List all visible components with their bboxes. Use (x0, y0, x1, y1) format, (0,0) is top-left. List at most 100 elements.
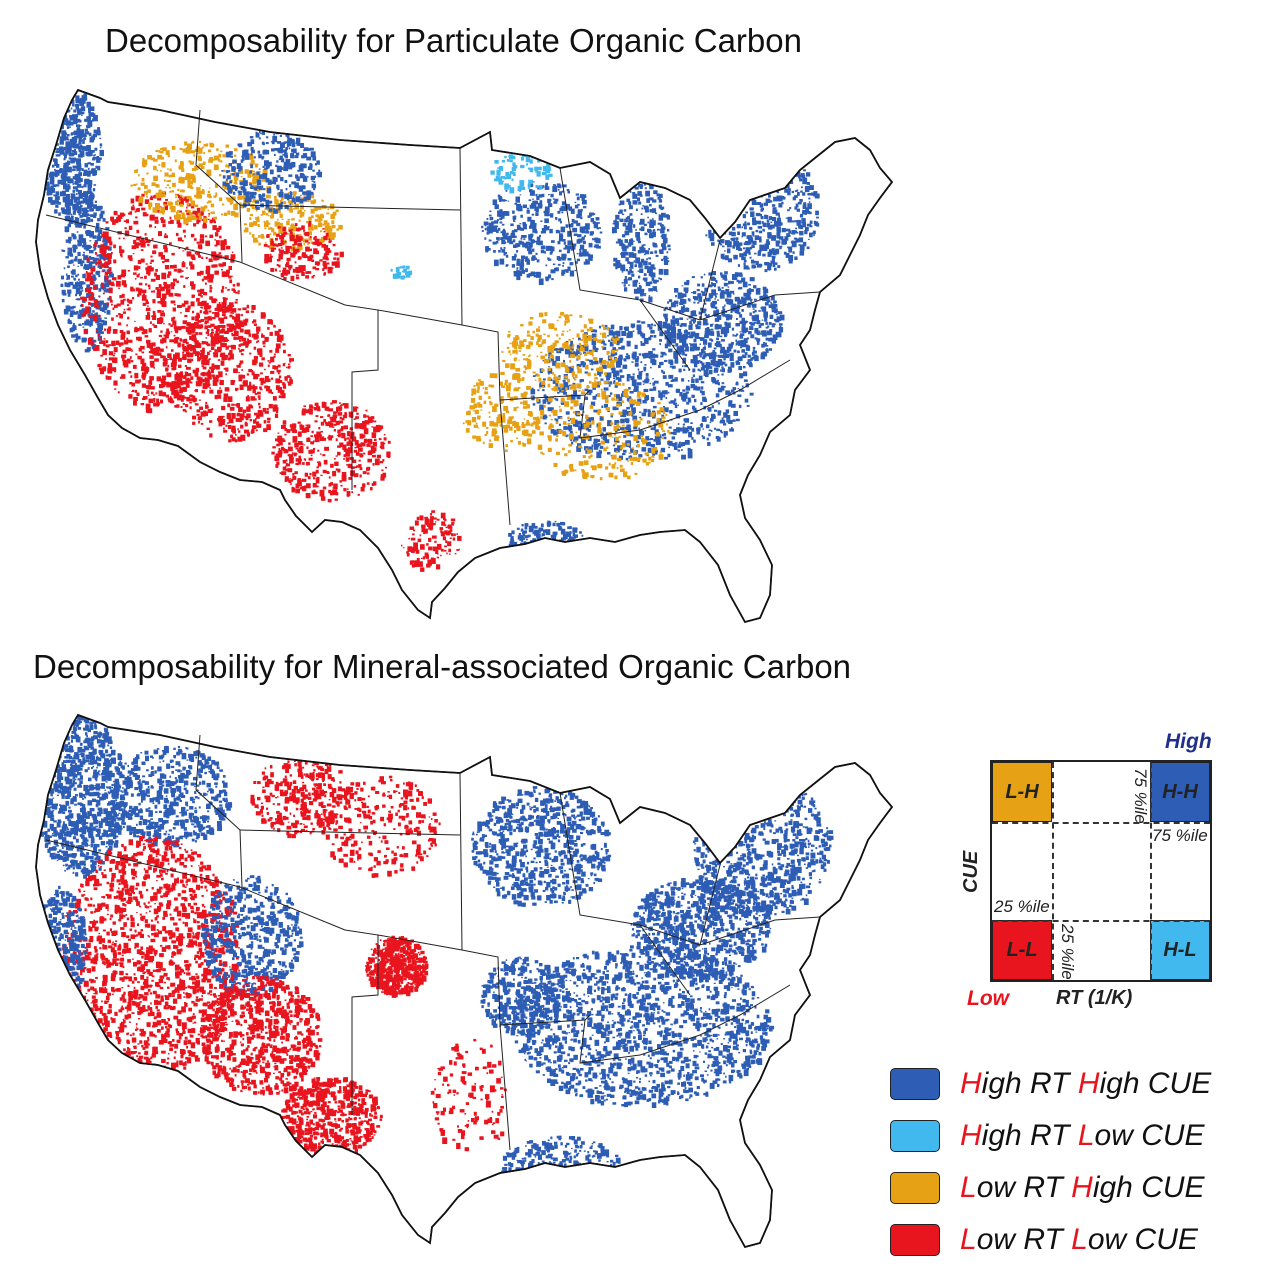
map-pixel (130, 348, 133, 351)
map-pixel (86, 124, 91, 129)
map-pixel (65, 256, 69, 259)
map-pixel (109, 328, 112, 332)
map-pixel (172, 307, 176, 312)
map-pixel (200, 211, 204, 216)
map-pixel (289, 457, 294, 464)
map-pixel (507, 237, 510, 240)
map-pixel (249, 381, 252, 385)
map-pixel (65, 163, 69, 167)
map-pixel (264, 258, 269, 264)
map-pixel (240, 175, 243, 178)
map-pixel (88, 261, 93, 266)
map-pixel (659, 222, 662, 225)
map-pixel (51, 121, 56, 126)
map-pixel (201, 256, 204, 259)
map-pixel (730, 176, 735, 180)
map-pixel (59, 110, 63, 115)
map-pixel (630, 264, 634, 269)
map-pixel (224, 273, 230, 277)
map-pixel (100, 210, 105, 215)
map-pixel (295, 141, 298, 145)
map-pixel (89, 318, 95, 322)
map-pixel (89, 280, 93, 285)
map-pixel (323, 245, 329, 251)
map-pixel (194, 342, 198, 345)
map-pixel (249, 183, 252, 186)
map-pixel (163, 235, 168, 239)
map-pixel (314, 238, 320, 245)
map-pixel (253, 176, 256, 179)
map-pixel (225, 245, 231, 250)
map-pixel (527, 216, 532, 222)
map-pixel (218, 197, 223, 202)
map-pixel (94, 147, 98, 151)
map-pixel (102, 302, 108, 307)
map-pixel (105, 375, 108, 378)
map-pixel (199, 185, 202, 187)
map-pixel (488, 214, 492, 217)
map-pixel (225, 165, 229, 168)
map-pixel (297, 229, 300, 232)
map-pixel (637, 191, 642, 196)
map-pixel (85, 271, 88, 274)
map-pixel (147, 394, 150, 396)
map-pixel (198, 382, 202, 387)
map-pixel (162, 193, 166, 198)
map-pixel (313, 175, 317, 178)
map-pixel (201, 218, 204, 221)
map-pixel (284, 241, 287, 243)
map-pixel (72, 81, 76, 84)
map-pixel (72, 323, 75, 326)
map-pixel (131, 391, 133, 393)
map-pixel (167, 271, 172, 276)
map-pixel (278, 441, 281, 444)
map-pixel (53, 194, 56, 197)
map-pixel (797, 201, 802, 205)
map-pixel (718, 204, 721, 206)
map-pixel (356, 412, 359, 415)
map-pixel (62, 197, 66, 201)
map-pixel (103, 231, 109, 238)
map-pixel (257, 329, 259, 331)
map-pixel (755, 153, 759, 157)
map-pixel (249, 182, 253, 185)
map-pixel (796, 189, 799, 192)
map-pixel (775, 248, 780, 255)
map-pixel (157, 154, 163, 160)
map-pixel (329, 240, 332, 243)
map-pixel (525, 244, 529, 249)
map-pixel (764, 159, 769, 165)
map-pixel (81, 146, 87, 151)
map-pixel (75, 222, 80, 228)
map-pixel (744, 240, 750, 246)
map-pixel (76, 183, 82, 188)
map-pixel (150, 259, 154, 263)
map-pixel (149, 215, 154, 221)
map-pixel (311, 275, 314, 279)
map-pixel (274, 221, 279, 227)
map-pixel (178, 177, 184, 183)
map-pixel (572, 243, 577, 247)
map-pixel (233, 330, 239, 337)
map-pixel (310, 200, 316, 205)
map-pixel (503, 246, 506, 249)
map-pixel (514, 229, 518, 233)
map-pixel (64, 282, 67, 284)
map-pixel (204, 325, 208, 330)
map-pixel (89, 240, 92, 242)
map-pixel (253, 346, 257, 350)
map-pixel (778, 178, 781, 180)
map-pixel (251, 149, 255, 154)
map-pixel (67, 184, 70, 187)
map-pixel (70, 310, 75, 314)
map-pixel (355, 416, 359, 419)
map-pixel (330, 463, 334, 468)
map-pixel (506, 232, 509, 236)
map-pixel (119, 313, 123, 319)
map-pixel (228, 353, 231, 355)
map-pixel (222, 175, 226, 179)
map-pixel (266, 386, 271, 391)
map-pixel (788, 218, 792, 221)
map-pixel (734, 207, 738, 210)
map-pixel (522, 235, 527, 238)
